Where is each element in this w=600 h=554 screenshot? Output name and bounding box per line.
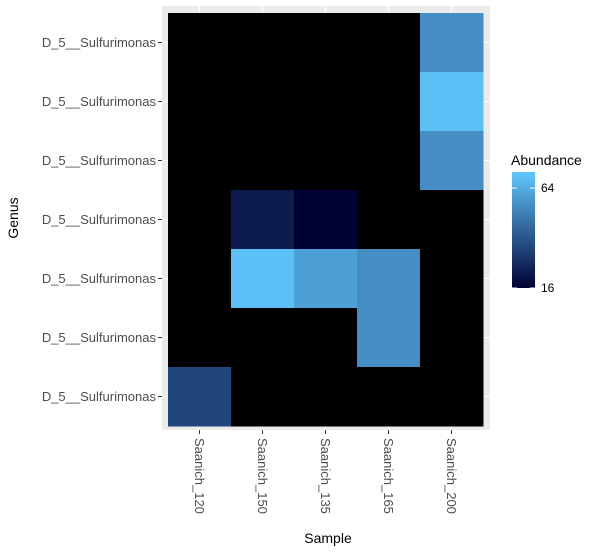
y-tick-label: D_5__Sulfurimonas (42, 153, 157, 168)
x-tick-label: Saanich_200 (444, 438, 459, 514)
heatmap-cell (294, 308, 358, 368)
heatmap-cell (168, 367, 232, 427)
heatmap-cell (168, 131, 232, 191)
heatmap-cell (294, 249, 358, 309)
heatmap-cell (231, 367, 295, 427)
heatmap-cell (231, 308, 295, 368)
y-tick-label: D_5__Sulfurimonas (42, 389, 157, 404)
heatmap-cell (357, 190, 421, 250)
y-tick-label: D_5__Sulfurimonas (42, 94, 157, 109)
heatmap-cell (294, 190, 358, 250)
heatmap-cell (294, 72, 358, 132)
heatmap-cell (357, 367, 421, 427)
heatmap-cell (357, 131, 421, 191)
heatmap-cell (231, 190, 295, 250)
legend-title: Abundance (511, 152, 582, 168)
colorbar-tick-label: 16 (541, 281, 555, 295)
heatmap-cell (357, 308, 421, 368)
heatmap-cell (168, 72, 232, 132)
x-axis-title: Sample (304, 530, 352, 546)
heatmap-cell (231, 72, 295, 132)
y-tick-label: D_5__Sulfurimonas (42, 330, 157, 345)
y-tick-label: D_5__Sulfurimonas (42, 271, 157, 286)
y-tick-label: D_5__Sulfurimonas (42, 212, 157, 227)
heatmap-cell (357, 72, 421, 132)
heatmap-cell (420, 367, 484, 427)
x-tick-label: Saanich_150 (255, 438, 270, 514)
heatmap-cell (420, 13, 484, 73)
heatmap-cell (231, 13, 295, 73)
heatmap-cell (168, 308, 232, 368)
x-tick-label: Saanich_120 (192, 438, 207, 514)
heatmap-cell (168, 190, 232, 250)
y-axis-title: Genus (5, 197, 21, 238)
heatmap-cell (420, 131, 484, 191)
y-tick-label: D_5__Sulfurimonas (42, 35, 157, 50)
heatmap-cell (420, 190, 484, 250)
heatmap-cell (168, 249, 232, 309)
x-tick-label: Saanich_135 (318, 438, 333, 514)
heatmap-cell (357, 249, 421, 309)
heatmap-cell (294, 367, 358, 427)
heatmap-cell (168, 13, 232, 73)
heatmap-cell (231, 249, 295, 309)
heatmap-cell (420, 308, 484, 368)
heatmap-cell (294, 13, 358, 73)
heatmap-cell (420, 72, 484, 132)
colorbar-tick-label: 64 (541, 181, 555, 195)
heatmap-cell (231, 131, 295, 191)
heatmap-cell (420, 249, 484, 309)
x-tick-label: Saanich_165 (381, 438, 396, 514)
legend: Abundance 16 64 (511, 152, 582, 295)
colorbar (512, 172, 535, 288)
heatmap-cell (357, 13, 421, 73)
heatmap-cell (294, 131, 358, 191)
